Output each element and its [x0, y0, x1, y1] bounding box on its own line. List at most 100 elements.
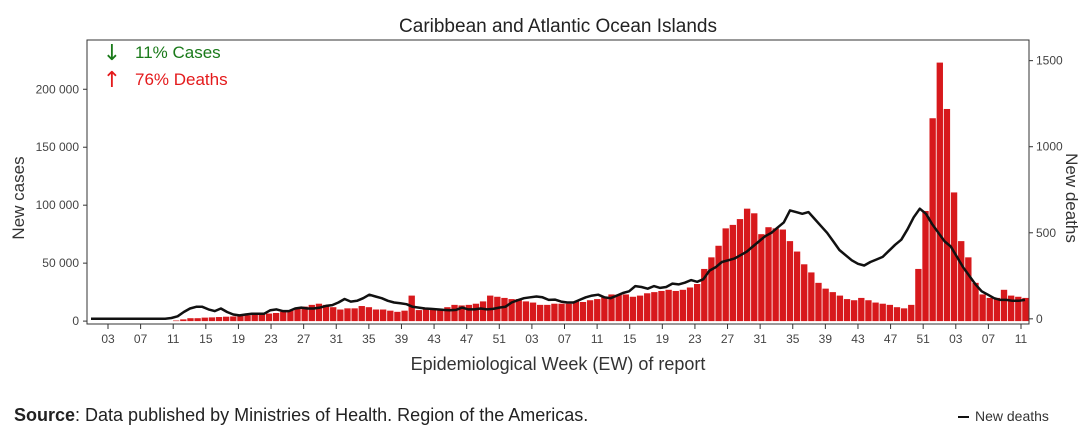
case-bar	[387, 310, 394, 322]
case-bar	[337, 309, 344, 322]
case-bar	[765, 227, 772, 322]
deaths-line	[91, 207, 1026, 321]
case-bar	[415, 310, 423, 322]
case-bar	[772, 228, 779, 322]
case-bar	[858, 297, 865, 322]
case-bar	[515, 299, 522, 322]
case-bar	[208, 317, 216, 322]
case-bar	[644, 293, 651, 322]
case-bar	[358, 306, 365, 322]
case-bar	[330, 307, 337, 322]
case-bar	[679, 289, 687, 322]
case-bar	[429, 308, 437, 322]
x-tick-label: 03	[949, 332, 963, 346]
plot-area	[86, 39, 1030, 325]
y-right-tick-label: 0	[1036, 312, 1043, 326]
y-right-tick-label: 1000	[1036, 140, 1063, 154]
x-tick-label: 47	[460, 332, 474, 346]
axes: 0 50 000 100 000 150 000 200 000 0 500 1000 1500…	[36, 54, 1063, 346]
case-bar	[665, 289, 672, 322]
x-tick-label: 51	[916, 332, 930, 346]
legend: New deaths	[958, 408, 1049, 424]
case-bar	[979, 294, 986, 322]
case-bar	[715, 245, 722, 322]
case-bar	[986, 297, 993, 322]
case-bar	[701, 268, 708, 322]
case-bar	[793, 251, 801, 322]
case-bar	[601, 296, 608, 322]
x-tick-label: 23	[688, 332, 702, 346]
y-left-tick-label: 150 000	[36, 140, 80, 154]
source-label: Source	[14, 405, 76, 425]
case-bar	[230, 316, 237, 322]
case-bar	[801, 264, 808, 322]
case-bar	[865, 300, 872, 322]
x-tick-label: 31	[330, 332, 344, 346]
case-bar	[308, 304, 315, 322]
case-bar	[394, 311, 401, 322]
case-bar	[908, 304, 915, 322]
case-bar	[322, 304, 330, 322]
case-bar	[287, 310, 294, 322]
case-bar	[508, 299, 515, 322]
case-bar	[636, 295, 644, 322]
case-bar	[408, 295, 415, 322]
case-bar	[365, 307, 373, 322]
case-bar	[915, 268, 922, 322]
case-bar	[972, 282, 979, 322]
case-bar	[565, 303, 572, 322]
x-tick-label: 39	[819, 332, 833, 346]
case-bar	[444, 307, 451, 322]
case-bar	[222, 316, 230, 322]
case-bar	[465, 304, 472, 322]
x-tick-label: 31	[753, 332, 767, 346]
case-bar	[808, 272, 815, 322]
case-bar	[743, 208, 751, 322]
case-bar	[215, 317, 223, 322]
case-bar	[344, 308, 351, 322]
x-tick-label: 07	[134, 332, 148, 346]
source-text: : Data published by Ministries of Health…	[75, 405, 589, 425]
cases-bars	[173, 62, 1029, 322]
x-tick-label: 19	[656, 332, 670, 346]
legend-label-deaths: New deaths	[975, 408, 1049, 424]
case-bar	[479, 301, 487, 322]
case-bar	[201, 317, 208, 322]
case-bar	[629, 296, 637, 322]
y-left-tick-label: 200 000	[36, 82, 80, 96]
case-bar	[187, 318, 194, 322]
case-bar	[501, 297, 508, 322]
case-bar	[1022, 297, 1029, 322]
case-bar	[251, 314, 258, 322]
case-bar	[893, 307, 901, 322]
case-bar	[708, 257, 715, 322]
case-bar	[672, 290, 679, 322]
case-bar	[180, 319, 187, 322]
case-bar	[529, 302, 537, 322]
y-right-tick-label: 1500	[1036, 54, 1063, 68]
case-bar	[872, 302, 879, 322]
case-bar	[544, 304, 551, 322]
chart-title: Caribbean and Atlantic Ocean Islands	[399, 16, 717, 37]
annotation-text: 11% Cases	[135, 43, 221, 62]
case-bar	[608, 294, 615, 322]
case-bar	[522, 301, 530, 322]
x-tick-label: 07	[558, 332, 572, 346]
case-bar	[936, 62, 943, 322]
annotation-arrow: ↑	[103, 68, 121, 93]
case-bar	[722, 228, 729, 322]
case-bar	[622, 294, 629, 322]
case-bar	[379, 309, 387, 322]
x-tick-label: 27	[297, 332, 311, 346]
legend-line-swatch	[958, 416, 969, 419]
case-bar	[822, 288, 829, 322]
y-left-tick-label: 50 000	[42, 256, 79, 270]
case-bar	[272, 312, 280, 322]
annotation-arrow: ↓	[103, 41, 121, 66]
case-bar	[280, 311, 287, 322]
x-tick-label: 27	[721, 332, 735, 346]
source-note: Source: Data published by Ministries of …	[14, 405, 588, 426]
case-bar	[572, 301, 580, 322]
chart: Caribbean and Atlantic Ocean Islands 0 50…	[9, 16, 1081, 374]
case-bar	[900, 308, 908, 322]
